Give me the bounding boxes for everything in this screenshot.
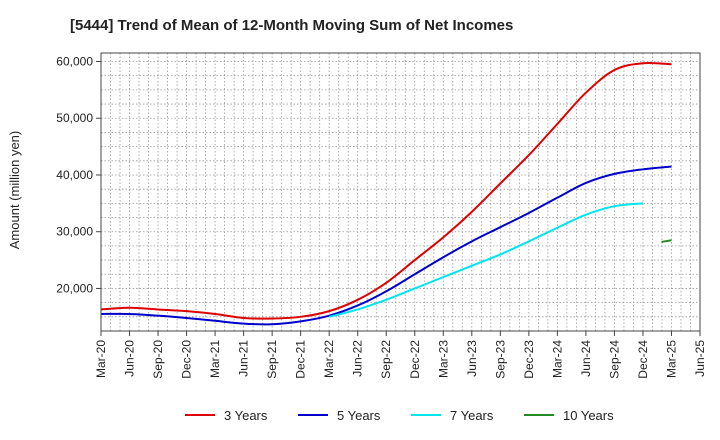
y-axis-label: Amount (million yen) bbox=[7, 131, 22, 250]
x-tick-label: Jun-24 bbox=[579, 340, 593, 377]
y-tick-label: 40,000 bbox=[56, 168, 93, 182]
y-axis-ticks: 20,000 30,000 40,000 50,000 60,000 bbox=[56, 55, 101, 295]
x-tick-label: Dec-21 bbox=[294, 340, 308, 379]
x-tick-label: Dec-23 bbox=[522, 340, 536, 379]
x-tick-label: Dec-22 bbox=[408, 340, 422, 379]
series-layer bbox=[100, 61, 672, 326]
legend: 3 Years 5 Years 7 Years 10 Years bbox=[185, 408, 614, 423]
legend-label: 10 Years bbox=[563, 408, 614, 423]
legend-label: 5 Years bbox=[337, 408, 381, 423]
plot-frame bbox=[100, 52, 701, 332]
y-tick-label: 20,000 bbox=[56, 281, 93, 295]
x-tick-label: Sep-21 bbox=[265, 340, 279, 379]
grid bbox=[101, 53, 700, 331]
chart-title: [5444] Trend of Mean of 12-Month Moving … bbox=[70, 17, 513, 34]
x-tick-label: Dec-20 bbox=[180, 340, 194, 379]
x-tick-label: Jun-20 bbox=[123, 340, 137, 377]
y-tick-label: 50,000 bbox=[56, 111, 93, 125]
x-tick-label: Mar-22 bbox=[322, 340, 336, 378]
x-tick-label: Jun-25 bbox=[693, 340, 707, 377]
x-tick-label: Jun-21 bbox=[237, 340, 251, 377]
x-tick-label: Sep-24 bbox=[607, 340, 621, 379]
x-tick-label: Mar-24 bbox=[550, 340, 564, 378]
y-tick-label: 60,000 bbox=[56, 55, 93, 69]
x-tick-label: Sep-20 bbox=[151, 340, 165, 379]
x-axis-ticks: Mar-20 Jun-20 Sep-20 Dec-20 Mar-21 Jun-21 Sep-… bbox=[94, 331, 707, 379]
x-tick-label: Dec-24 bbox=[636, 340, 650, 379]
series-line-7-years bbox=[328, 202, 644, 318]
legend-label: 3 Years bbox=[224, 408, 268, 423]
x-tick-label: Mar-21 bbox=[208, 340, 222, 378]
series-line-10-years bbox=[661, 239, 672, 243]
x-tick-label: Jun-23 bbox=[465, 340, 479, 377]
y-tick-label: 30,000 bbox=[56, 225, 93, 239]
x-tick-label: Sep-23 bbox=[493, 340, 507, 379]
series-line-5-years bbox=[100, 165, 672, 326]
series-line-3-years bbox=[100, 61, 672, 320]
x-tick-label: Mar-23 bbox=[436, 340, 450, 378]
legend-label: 7 Years bbox=[450, 408, 494, 423]
x-tick-label: Sep-22 bbox=[379, 340, 393, 379]
x-tick-label: Mar-20 bbox=[94, 340, 108, 378]
x-tick-label: Mar-25 bbox=[664, 340, 678, 378]
x-tick-label: Jun-22 bbox=[351, 340, 365, 377]
